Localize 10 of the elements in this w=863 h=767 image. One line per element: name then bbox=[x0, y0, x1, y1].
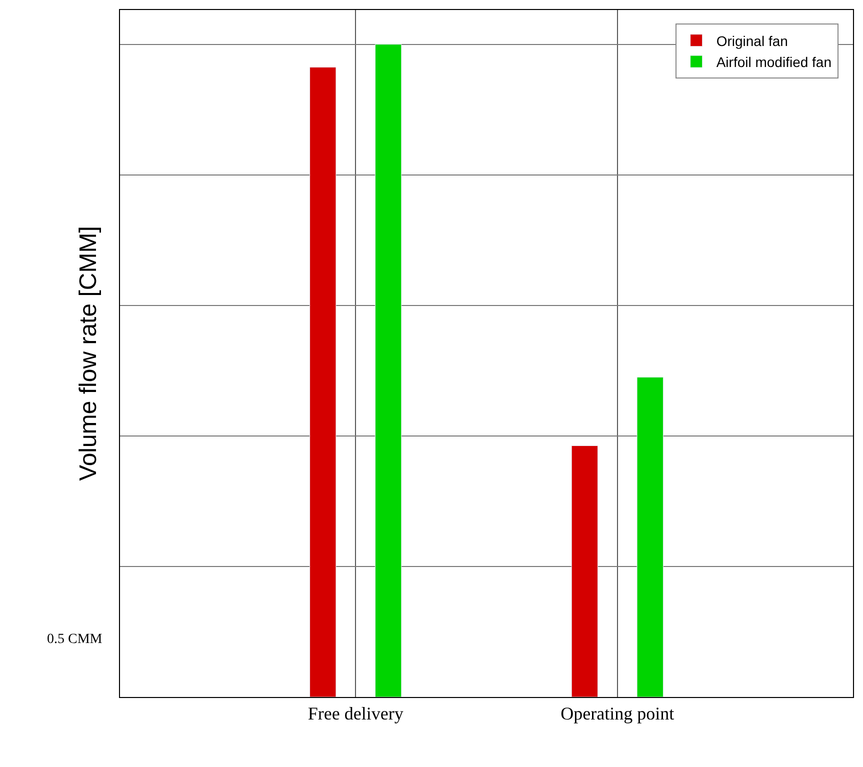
bar bbox=[636, 376, 664, 697]
bar bbox=[571, 445, 598, 697]
bar bbox=[310, 66, 336, 697]
legend-label: Airfoil modified fan bbox=[716, 54, 832, 70]
x-tick-label: Operating point bbox=[560, 704, 674, 724]
bar bbox=[374, 44, 402, 697]
x-tick-label: Free delivery bbox=[308, 704, 404, 724]
text: 0.5 CMM bbox=[47, 632, 103, 647]
legend-label: Original fan bbox=[716, 32, 788, 49]
y-axis-title: Volume flow rate [CMM] bbox=[75, 226, 102, 481]
